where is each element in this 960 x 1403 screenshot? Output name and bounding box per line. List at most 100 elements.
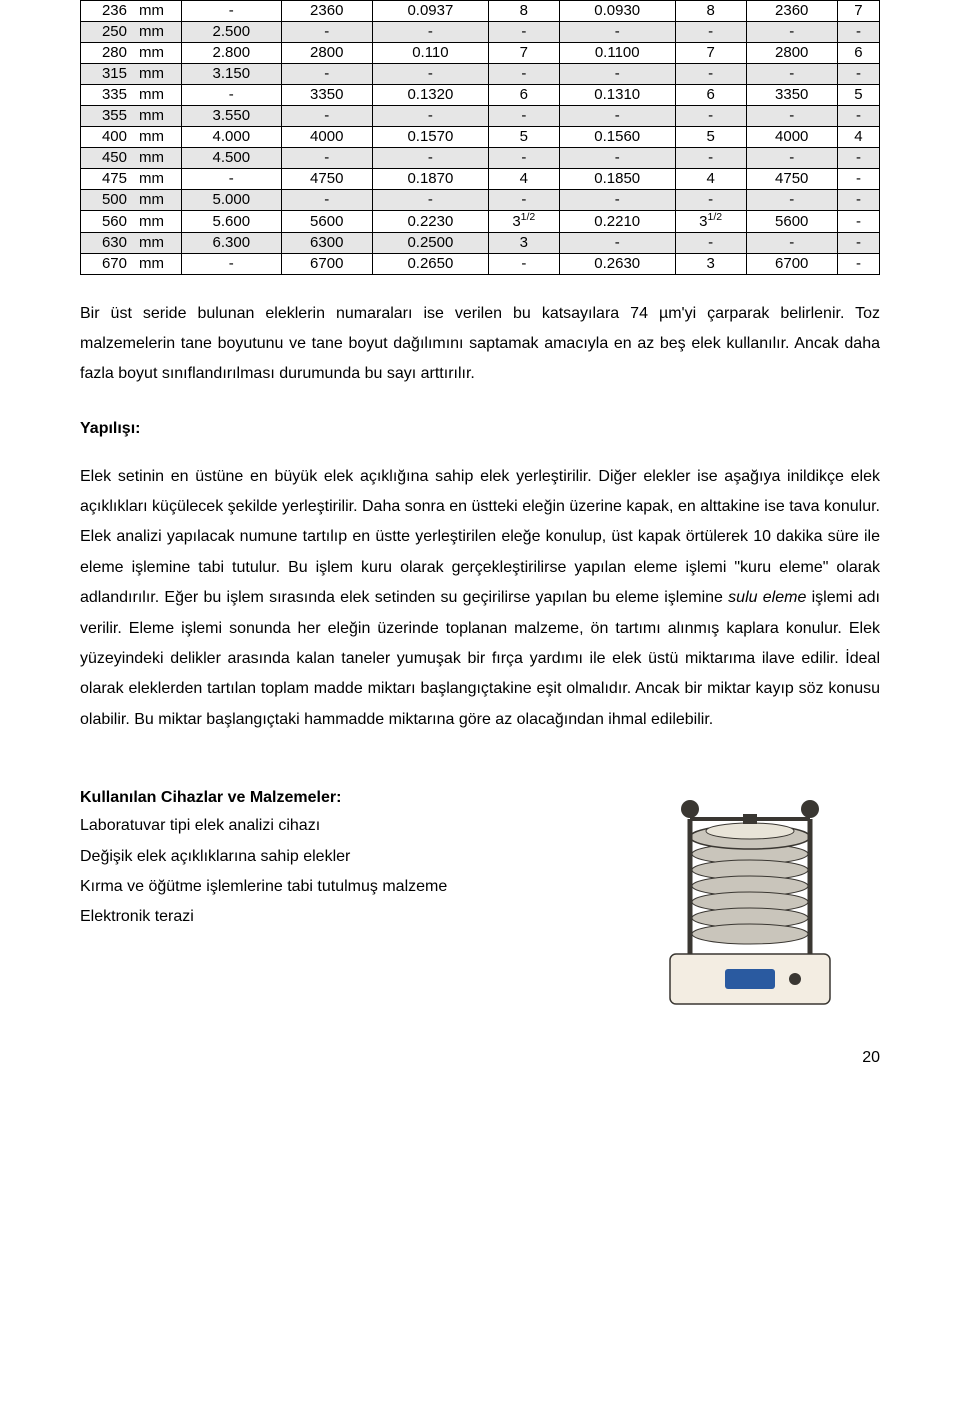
table-cell: 6.300 bbox=[182, 232, 282, 253]
table-cell: 31/2 bbox=[675, 211, 746, 233]
table-cell: 630 bbox=[81, 232, 134, 253]
table-cell: - bbox=[488, 22, 559, 43]
table-cell: - bbox=[559, 190, 675, 211]
table-row: 355mm3.550------- bbox=[81, 106, 880, 127]
table-cell: 2360 bbox=[281, 1, 372, 22]
table-cell: - bbox=[488, 190, 559, 211]
table-cell: 4 bbox=[675, 169, 746, 190]
table-cell: - bbox=[746, 190, 837, 211]
table-cell: mm bbox=[133, 169, 182, 190]
table-cell: - bbox=[281, 190, 372, 211]
table-cell: 5 bbox=[488, 127, 559, 148]
table-cell: 5 bbox=[675, 127, 746, 148]
table-cell: 5.000 bbox=[182, 190, 282, 211]
table-cell: 0.2630 bbox=[559, 253, 675, 274]
table-cell: 6700 bbox=[281, 253, 372, 274]
table-cell: 3350 bbox=[746, 85, 837, 106]
table-cell: 4.500 bbox=[182, 148, 282, 169]
list-item: Kırma ve öğütme işlemlerine tabi tutulmu… bbox=[80, 872, 600, 902]
table-cell: - bbox=[372, 106, 488, 127]
table-cell: 0.0937 bbox=[372, 1, 488, 22]
table-cell: - bbox=[837, 106, 879, 127]
table-cell: - bbox=[837, 148, 879, 169]
table-row: 500mm5.000------- bbox=[81, 190, 880, 211]
table-cell: - bbox=[675, 148, 746, 169]
page-number: 20 bbox=[80, 1049, 880, 1067]
paragraph-2-a: Elek setinin en üstüne en büyük elek açı… bbox=[80, 468, 880, 607]
table-cell: - bbox=[675, 232, 746, 253]
table-cell: 0.2650 bbox=[372, 253, 488, 274]
table-cell: 500 bbox=[81, 190, 134, 211]
yapilisi-title: Yapılışı: bbox=[80, 420, 880, 438]
table-cell: - bbox=[182, 85, 282, 106]
table-cell: mm bbox=[133, 253, 182, 274]
paragraph-1: Bir üst seride bulunan eleklerin numaral… bbox=[80, 299, 880, 390]
table-cell: 4000 bbox=[281, 127, 372, 148]
table-row: 335mm-33500.132060.1310633505 bbox=[81, 85, 880, 106]
table-cell: - bbox=[837, 64, 879, 85]
sieve-table: 236mm-23600.093780.0930823607250mm2.500-… bbox=[80, 0, 880, 275]
table-row: 280mm2.80028000.11070.1100728006 bbox=[81, 43, 880, 64]
table-cell: - bbox=[675, 64, 746, 85]
table-row: 560mm5.60056000.223031/20.221031/25600- bbox=[81, 211, 880, 233]
table-cell: 0.1570 bbox=[372, 127, 488, 148]
table-cell: 3.150 bbox=[182, 64, 282, 85]
table-row: 236mm-23600.093780.0930823607 bbox=[81, 1, 880, 22]
table-cell: 3.550 bbox=[182, 106, 282, 127]
table-cell: 8 bbox=[488, 1, 559, 22]
table-cell: 4750 bbox=[746, 169, 837, 190]
table-cell: 0.2230 bbox=[372, 211, 488, 233]
table-cell: - bbox=[837, 253, 879, 274]
table-row: 315mm3.150------- bbox=[81, 64, 880, 85]
table-cell: - bbox=[372, 190, 488, 211]
table-cell: mm bbox=[133, 43, 182, 64]
equipment-list: Laboratuvar tipi elek analizi cihazıDeği… bbox=[80, 811, 600, 933]
table-cell: mm bbox=[133, 211, 182, 233]
table-cell: mm bbox=[133, 127, 182, 148]
table-cell: 280 bbox=[81, 43, 134, 64]
table-cell: 2800 bbox=[281, 43, 372, 64]
table-cell: 670 bbox=[81, 253, 134, 274]
table-cell: - bbox=[675, 106, 746, 127]
table-cell: 0.2500 bbox=[372, 232, 488, 253]
table-cell: - bbox=[281, 22, 372, 43]
list-item: Değişik elek açıklıklarına sahip elekler bbox=[80, 842, 600, 872]
table-cell: 400 bbox=[81, 127, 134, 148]
table-row: 400mm4.00040000.157050.1560540004 bbox=[81, 127, 880, 148]
table-cell: 0.1870 bbox=[372, 169, 488, 190]
table-cell: 4750 bbox=[281, 169, 372, 190]
table-row: 475mm-47500.187040.185044750- bbox=[81, 169, 880, 190]
table-cell: 0.1320 bbox=[372, 85, 488, 106]
table-cell: - bbox=[746, 232, 837, 253]
table-row: 250mm2.500------- bbox=[81, 22, 880, 43]
table-cell: 5600 bbox=[746, 211, 837, 233]
table-cell: - bbox=[182, 1, 282, 22]
table-cell: 0.1100 bbox=[559, 43, 675, 64]
paragraph-2-em: sulu eleme bbox=[728, 589, 806, 606]
table-row: 450mm4.500------- bbox=[81, 148, 880, 169]
table-cell: - bbox=[281, 106, 372, 127]
table-cell: - bbox=[372, 22, 488, 43]
table-cell: mm bbox=[133, 232, 182, 253]
table-cell: - bbox=[488, 253, 559, 274]
table-cell: 475 bbox=[81, 169, 134, 190]
table-cell: 355 bbox=[81, 106, 134, 127]
table-cell: 2.500 bbox=[182, 22, 282, 43]
equipment-title: Kullanılan Cihazlar ve Malzemeler: bbox=[80, 789, 600, 807]
table-cell: - bbox=[559, 64, 675, 85]
table-cell: 4 bbox=[837, 127, 879, 148]
table-row: 630mm6.30063000.25003---- bbox=[81, 232, 880, 253]
table-cell: mm bbox=[133, 148, 182, 169]
table-cell: - bbox=[488, 106, 559, 127]
table-cell: 6700 bbox=[746, 253, 837, 274]
table-cell: 450 bbox=[81, 148, 134, 169]
table-cell: 7 bbox=[675, 43, 746, 64]
table-cell: 2800 bbox=[746, 43, 837, 64]
table-cell: - bbox=[746, 106, 837, 127]
table-cell: 0.110 bbox=[372, 43, 488, 64]
table-cell: 236 bbox=[81, 1, 134, 22]
table-cell: - bbox=[488, 148, 559, 169]
table-cell: 5.600 bbox=[182, 211, 282, 233]
table-cell: - bbox=[675, 22, 746, 43]
table-cell: - bbox=[559, 232, 675, 253]
